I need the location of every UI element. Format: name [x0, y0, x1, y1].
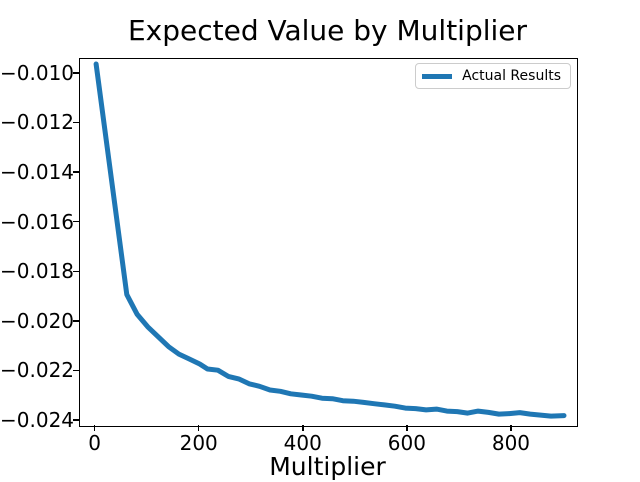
legend-label: Actual Results: [462, 68, 561, 84]
chart-title: Expected Value by Multiplier: [127, 14, 528, 47]
x-tick-label: 600: [387, 431, 426, 455]
y-tick-label: −0.012: [0, 110, 75, 135]
x-tick-label: 200: [179, 431, 218, 455]
y-tick-mark: [73, 220, 79, 223]
x-tick-mark: [197, 425, 200, 431]
y-tick-label: −0.020: [0, 308, 75, 333]
x-tick-label: 400: [283, 431, 322, 455]
legend: Actual Results: [415, 63, 571, 89]
x-tick-label: 0: [88, 431, 101, 455]
y-tick-mark: [73, 419, 79, 421]
y-tick-mark: [73, 121, 79, 124]
y-tick-label: −0.014: [0, 160, 75, 185]
y-tick-mark: [73, 171, 79, 173]
legend-line-swatch: [422, 73, 453, 79]
y-tick-label: −0.010: [0, 60, 75, 85]
plot-area: Actual Results: [79, 58, 578, 427]
x-tick-mark: [302, 425, 304, 431]
y-tick-label: −0.024: [0, 408, 75, 433]
plot-canvas: [93, 61, 567, 419]
y-tick-mark: [73, 270, 79, 272]
x-axis-label: Multiplier: [269, 452, 386, 481]
x-tick-mark: [406, 425, 408, 431]
x-tick-mark: [510, 425, 512, 431]
y-tick-mark: [73, 72, 79, 74]
y-tick-label: −0.018: [0, 259, 75, 284]
actual-results-line: [93, 61, 567, 419]
y-tick-mark: [73, 369, 79, 372]
y-tick-label: −0.016: [0, 209, 75, 234]
x-tick-mark: [93, 425, 96, 431]
y-tick-label: −0.022: [0, 358, 75, 383]
x-tick-label: 800: [491, 431, 531, 455]
y-tick-mark: [73, 320, 79, 322]
